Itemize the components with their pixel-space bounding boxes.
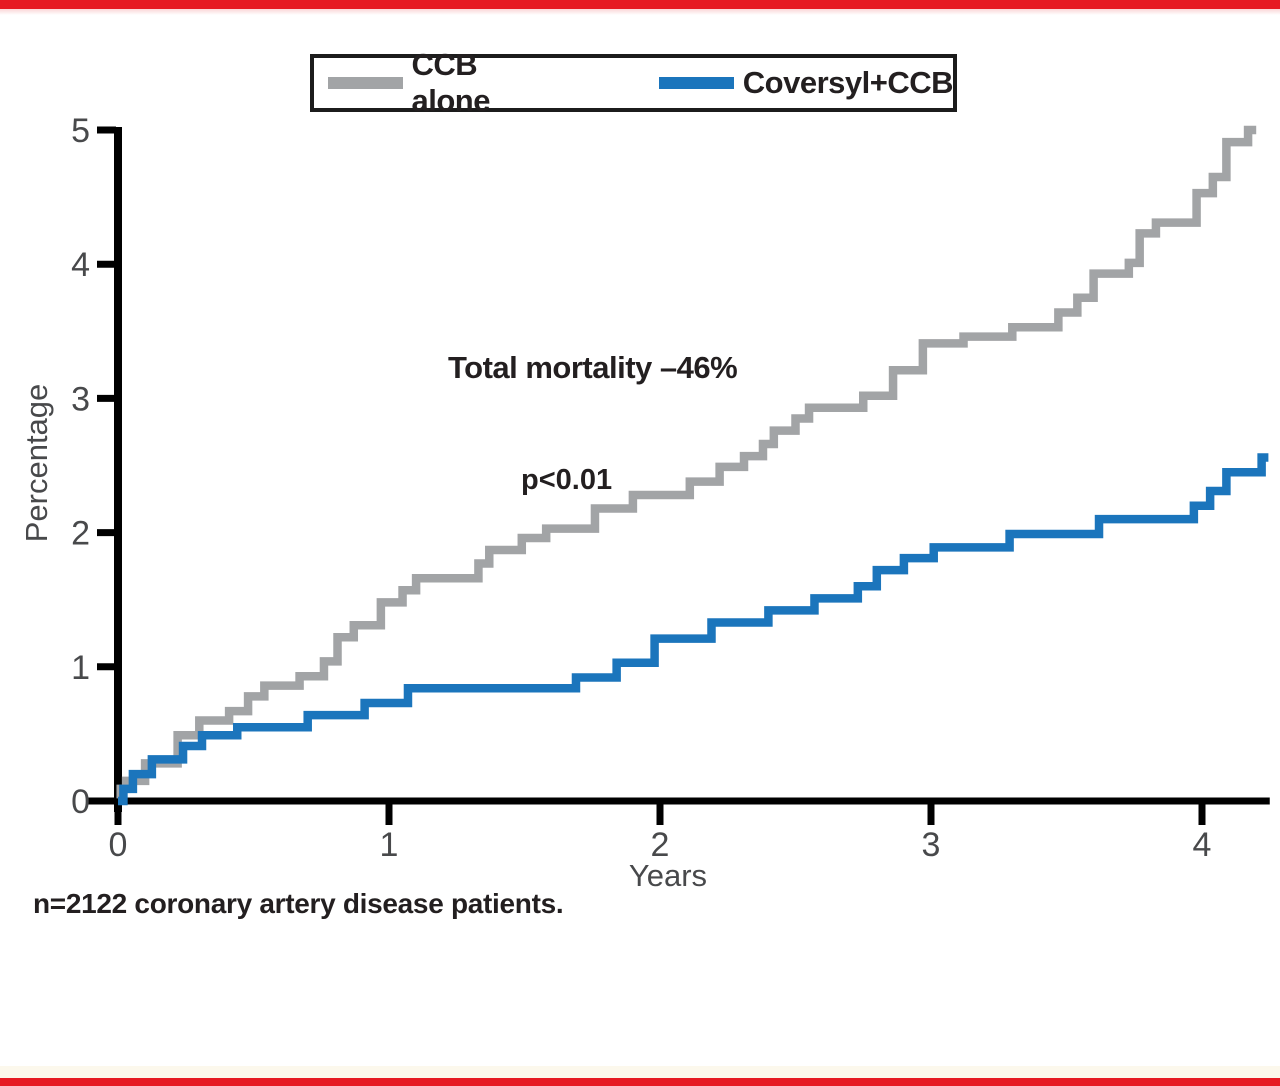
bottom-cream-band xyxy=(0,1066,1280,1078)
footnote: n=2122 coronary artery disease patients. xyxy=(33,888,564,919)
legend-swatch-coversyl-ccb xyxy=(658,77,734,89)
y-axis-title: Percentage xyxy=(19,383,54,543)
x-tick-label: 3 xyxy=(922,826,941,864)
legend-label-ccb-alone: CCB alone xyxy=(411,47,491,118)
series-line-ccb-alone xyxy=(116,125,1257,803)
legend: CCB alone Coversyl+CCB xyxy=(310,47,957,118)
legend-item-coversyl-ccb: Coversyl+CCB xyxy=(658,65,954,101)
x-axis-title: Years xyxy=(628,858,708,893)
bottom-red-rule xyxy=(0,1078,1280,1086)
top-red-rule-fade xyxy=(0,9,1280,15)
y-tick-label: 2 xyxy=(71,515,90,553)
y-tick-label: 0 xyxy=(71,783,90,821)
series-line-coversyl-ccb xyxy=(118,453,1269,806)
annotation-p-value: p<0.01 xyxy=(521,464,613,496)
x-tick-label: 0 xyxy=(109,826,128,864)
y-tick-label: 4 xyxy=(71,246,90,284)
x-tick-label: 1 xyxy=(380,826,399,864)
top-red-rule xyxy=(0,0,1280,9)
x-tick-label: 4 xyxy=(1193,826,1212,864)
y-tick-label: 1 xyxy=(71,649,90,687)
y-tick-label: 3 xyxy=(71,380,90,418)
y-tick-label: 5 xyxy=(71,112,90,150)
annotation-total-mortality: Total mortality –46% xyxy=(448,350,738,385)
x-tick-label: 2 xyxy=(651,826,670,864)
legend-label-coversyl-ccb: Coversyl+CCB xyxy=(742,65,954,100)
legend-swatch-ccb-alone xyxy=(328,77,403,89)
legend-item-ccb-alone: CCB alone xyxy=(328,47,563,119)
